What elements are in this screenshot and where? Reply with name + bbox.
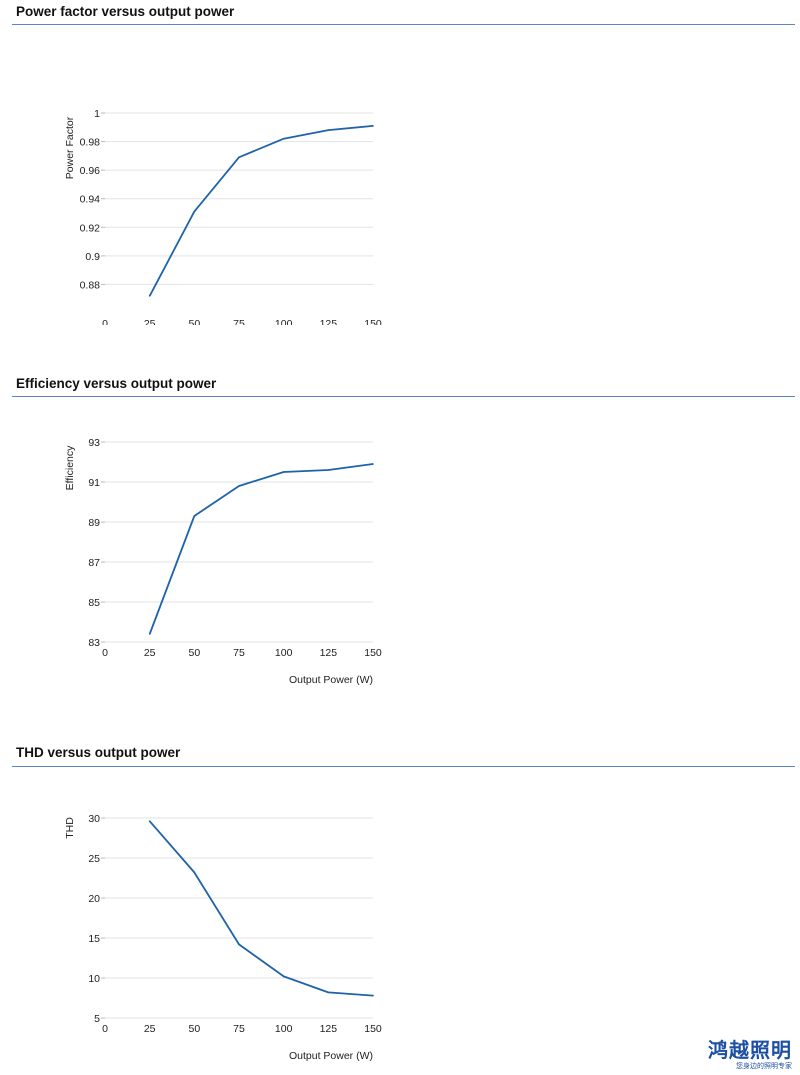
watermark-tagline: 您身边的照明专家 <box>736 1063 792 1070</box>
data-point <box>238 156 240 159</box>
data-point <box>148 633 151 635</box>
y-tick-label: 10 <box>88 973 100 985</box>
y-tick-label: 0.94 <box>80 194 101 206</box>
y-axis-label: Power Factor <box>64 116 76 179</box>
data-point <box>372 463 374 465</box>
x-tick-label: 50 <box>188 1023 200 1035</box>
y-axis-label: Efficiency <box>64 445 76 490</box>
data-point <box>193 871 196 874</box>
x-tick-label: 50 <box>188 318 200 325</box>
data-point <box>193 210 196 213</box>
data-point <box>193 515 196 517</box>
data-point <box>372 125 374 127</box>
x-tick-label: 125 <box>320 1023 338 1035</box>
x-tick-label: 100 <box>275 1023 293 1035</box>
section-divider <box>12 766 795 767</box>
y-tick-label: 0.92 <box>80 222 101 234</box>
efficiency-chart: 93 91 89 87 85 83 0 25 50 75 100 125 150 Output Power… <box>0 420 420 700</box>
power-factor-chart: 1 0.98 0.96 0.94 0.92 0.9 0.88 0 25 50 75 100 125 150… <box>0 45 420 325</box>
x-axis-label: Output Power (W) <box>289 674 373 686</box>
x-tick-label: 75 <box>233 1023 245 1035</box>
x-tick-label: 0 <box>102 647 108 659</box>
y-tick-label: 1 <box>94 108 100 120</box>
watermark-brand: 鸿越照明 <box>708 1040 792 1062</box>
watermark-logo: 鸿越照明 您身边的照明专家 <box>708 1040 792 1071</box>
chart-svg: 1 0.98 0.96 0.94 0.92 0.9 0.88 0 25 50 75 100 125 150… <box>64 108 382 325</box>
data-point <box>282 137 285 140</box>
y-tick-label: 83 <box>88 637 100 649</box>
x-tick-label: 50 <box>188 647 200 659</box>
y-tick-label: 30 <box>88 813 100 825</box>
x-tick-label: 75 <box>233 318 245 325</box>
data-point <box>148 820 151 822</box>
x-tick-label: 150 <box>364 647 382 659</box>
chart-svg: 93 91 89 87 85 830 25 50 75 100 125 150 Output Power… <box>64 437 382 686</box>
x-tick-label: 25 <box>144 318 156 325</box>
y-tick-label: 0.88 <box>80 279 101 291</box>
y-tick-label: 20 <box>88 893 100 905</box>
x-tick-label: 25 <box>144 1023 156 1035</box>
data-point <box>148 295 151 297</box>
y-tick-label: 5 <box>94 1013 100 1025</box>
section-title-power-factor: Power factor versus output power <box>16 4 235 19</box>
x-axis-label: Output Power (W) <box>289 1050 373 1062</box>
x-tick-label: 150 <box>364 1023 382 1035</box>
y-tick-label: 89 <box>88 517 100 529</box>
y-axis-label: THD <box>64 817 76 839</box>
y-tick-label: 25 <box>88 853 100 865</box>
x-tick-label: 100 <box>275 318 293 325</box>
x-tick-label: 25 <box>144 647 156 659</box>
section-title-efficiency: Efficiency versus output power <box>16 376 217 391</box>
data-point <box>372 994 374 997</box>
series-line <box>148 463 374 635</box>
y-tick-label: 0.9 <box>85 251 100 263</box>
data-point <box>282 975 285 978</box>
y-tick-label: 85 <box>88 597 100 609</box>
section-divider <box>12 24 795 25</box>
x-tick-label: 0 <box>102 318 108 325</box>
y-tick-label: 87 <box>88 557 100 569</box>
chart-svg: 30 25 20 15 10 50 25 50 75 100 125 150 Output Power … <box>64 813 382 1062</box>
series-line <box>149 820 374 997</box>
y-tick-label: 91 <box>88 477 100 489</box>
x-tick-label: 150 <box>364 318 382 325</box>
data-point <box>282 471 285 473</box>
thd-chart: 30 25 20 15 10 5 0 25 50 75 100 125 150 Output Power … <box>0 795 420 1075</box>
y-tick-label: 93 <box>88 437 100 449</box>
x-tick-label: 100 <box>275 647 293 659</box>
data-point <box>238 485 240 487</box>
data-point <box>238 943 240 946</box>
y-tick-label: 0.98 <box>80 137 101 149</box>
x-tick-label: 125 <box>320 647 338 659</box>
x-tick-label: 125 <box>320 318 338 325</box>
data-point <box>327 469 330 471</box>
data-point <box>327 991 330 994</box>
x-tick-label: 75 <box>233 647 245 659</box>
x-tick-label: 0 <box>102 1023 108 1035</box>
section-divider <box>12 396 795 397</box>
data-point <box>327 129 330 131</box>
y-tick-label: 0.96 <box>80 165 101 177</box>
y-tick-label: 15 <box>88 933 100 945</box>
section-title-thd: THD versus output power <box>16 745 181 760</box>
series-line <box>148 125 374 297</box>
